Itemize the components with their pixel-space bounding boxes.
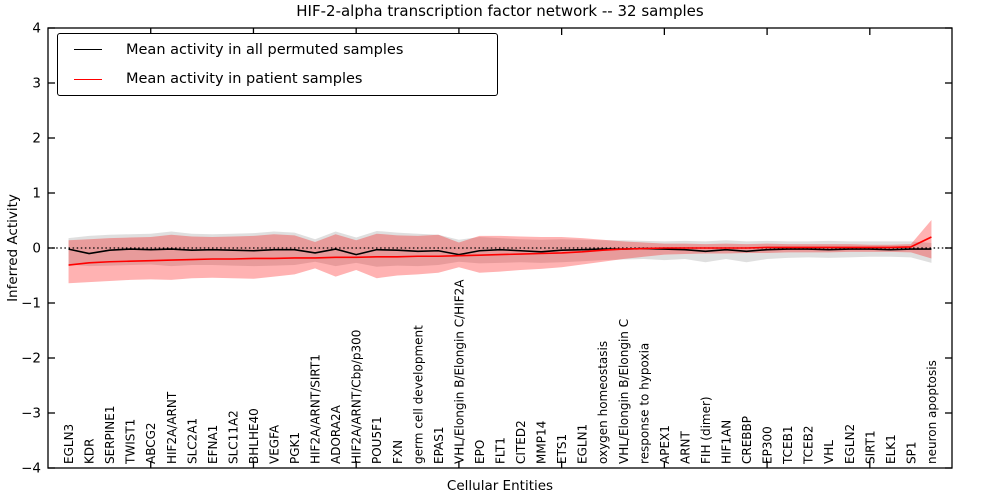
x-category-label: EGLN1 [576, 424, 590, 464]
y-tick-label: −3 [21, 406, 41, 422]
x-category-label: FXN [391, 440, 405, 464]
y-axis-title: Inferred Activity [5, 194, 21, 302]
x-category-label: EPAS1 [432, 426, 446, 464]
x-category-label: HIF1AN [720, 420, 734, 464]
x-category-label: EGLN3 [62, 424, 76, 464]
x-category-label: KDR [83, 439, 97, 464]
x-category-label: EFNA1 [206, 425, 220, 464]
patient-line-swatch [74, 78, 102, 80]
permuted-line-swatch [74, 49, 102, 51]
y-tick-label: 1 [32, 186, 41, 202]
y-tick-label: 0 [32, 241, 41, 257]
x-category-label: EP300 [761, 426, 775, 464]
permuted-mean-line [68, 247, 932, 256]
x-category-label: TCEB1 [781, 426, 795, 465]
x-category-label: HIF2A/ARNT [165, 391, 179, 464]
y-tick-label: −1 [21, 296, 41, 312]
x-category-label: ADORA2A [329, 404, 343, 464]
x-category-label: CITED2 [514, 420, 528, 464]
y-tick-label: 3 [32, 76, 41, 92]
x-category-label: oxygen homeostasis [596, 341, 610, 464]
x-category-label: SIRT1 [863, 430, 877, 464]
legend-label-permuted: Mean activity in all permuted samples [126, 41, 404, 58]
x-category-label: TCEB2 [802, 426, 816, 465]
x-category-label: ELK1 [884, 434, 898, 464]
y-tick-label: 4 [32, 21, 41, 37]
x-category-label: ETS1 [555, 434, 569, 464]
x-category-label: ABCG2 [144, 422, 158, 464]
x-category-label: FLT1 [494, 437, 508, 464]
x-category-label: VHL [822, 440, 836, 464]
x-category-label: SLC11A2 [226, 410, 240, 464]
legend-item-patient: Mean activity in patient samples [58, 65, 497, 93]
x-category-label: germ cell development [411, 325, 425, 464]
x-category-label: POU5F1 [370, 416, 384, 464]
chart-title: HIF-2-alpha transcription factor network… [296, 2, 704, 20]
patient-mean-line [68, 236, 932, 266]
legend-label-patient: Mean activity in patient samples [126, 71, 363, 88]
x-category-label: SLC2A1 [185, 418, 199, 464]
x-category-label: SP1 [904, 442, 918, 465]
x-category-label: ARNT [678, 430, 692, 464]
x-category-label: EGLN2 [843, 424, 857, 464]
legend-box: Mean activity in all permuted samples Me… [57, 33, 498, 96]
x-category-label: EPO [473, 440, 487, 464]
x-category-label: VHL/Elongin B/Elongin C [617, 319, 631, 464]
x-category-label: HIF2A/ARNT/SIRT1 [309, 354, 323, 464]
x-category-label: HIF2A/ARNT/Cbp/p300 [350, 330, 364, 464]
x-category-label: APEX1 [658, 425, 672, 464]
x-category-label: CREBBP [740, 416, 754, 464]
x-axis-title: Cellular Entities [446, 478, 554, 494]
x-category-label: VEGFA [268, 424, 282, 464]
x-category-label: BHLHE40 [247, 408, 261, 464]
x-category-label: FIH (dimer) [699, 396, 713, 464]
y-tick-label: −4 [21, 461, 41, 477]
x-category-label: neuron apoptosis [925, 360, 939, 464]
x-category-label: VHL/Elongin B/Elongin C/HIF2A [452, 279, 466, 464]
y-tick-label: 2 [32, 131, 41, 147]
patient-samples-range-band [68, 219, 932, 284]
y-tick-label: −2 [21, 351, 41, 367]
x-category-label: SERPINE1 [103, 405, 117, 464]
x-category-label: PGK1 [288, 432, 302, 464]
x-category-label: TWIST1 [124, 419, 138, 465]
x-category-label: MMP14 [535, 421, 549, 464]
legend-item-permuted: Mean activity in all permuted samples [58, 36, 497, 64]
x-category-label: response to hypoxia [637, 343, 651, 464]
